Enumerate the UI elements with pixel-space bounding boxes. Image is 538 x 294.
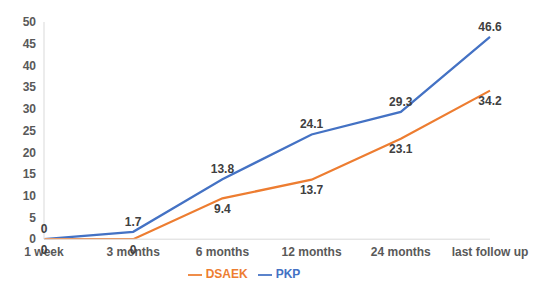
svg-text:30: 30 bbox=[23, 102, 37, 116]
svg-text:23.1: 23.1 bbox=[389, 142, 413, 156]
svg-text:10: 10 bbox=[23, 189, 37, 203]
svg-text:5: 5 bbox=[29, 211, 36, 225]
svg-text:20: 20 bbox=[23, 146, 37, 160]
svg-text:40: 40 bbox=[23, 59, 37, 73]
svg-text:last follow up: last follow up bbox=[452, 245, 529, 259]
svg-text:35: 35 bbox=[23, 80, 37, 94]
svg-text:1 week: 1 week bbox=[24, 244, 64, 259]
svg-text:9.4: 9.4 bbox=[214, 202, 231, 216]
svg-text:13.7: 13.7 bbox=[300, 183, 324, 197]
svg-text:50: 50 bbox=[23, 15, 37, 29]
svg-text:13.8: 13.8 bbox=[211, 162, 235, 176]
svg-text:24 months: 24 months bbox=[371, 245, 431, 259]
svg-text:46.6: 46.6 bbox=[478, 20, 502, 34]
svg-text:0: 0 bbox=[29, 232, 36, 246]
svg-text:25: 25 bbox=[23, 124, 37, 138]
html-text:PKP: PKP bbox=[275, 267, 301, 282]
svg-text:1.7: 1.7 bbox=[125, 215, 142, 229]
svg-text:0: 0 bbox=[41, 222, 48, 236]
svg-text:29.3: 29.3 bbox=[389, 95, 413, 109]
svg-text:6 months: 6 months bbox=[196, 245, 250, 259]
svg-text:12 months: 12 months bbox=[282, 245, 342, 259]
html-text:DSAEK: DSAEK bbox=[205, 267, 248, 282]
svg-text:34.2: 34.2 bbox=[478, 94, 502, 108]
svg-text:3 months: 3 months bbox=[106, 244, 160, 259]
svg-text:0: 0 bbox=[41, 243, 48, 257]
svg-text:0: 0 bbox=[130, 243, 137, 257]
svg-text:24.1: 24.1 bbox=[300, 117, 324, 131]
svg-text:45: 45 bbox=[23, 37, 37, 51]
svg-text:15: 15 bbox=[23, 167, 37, 181]
